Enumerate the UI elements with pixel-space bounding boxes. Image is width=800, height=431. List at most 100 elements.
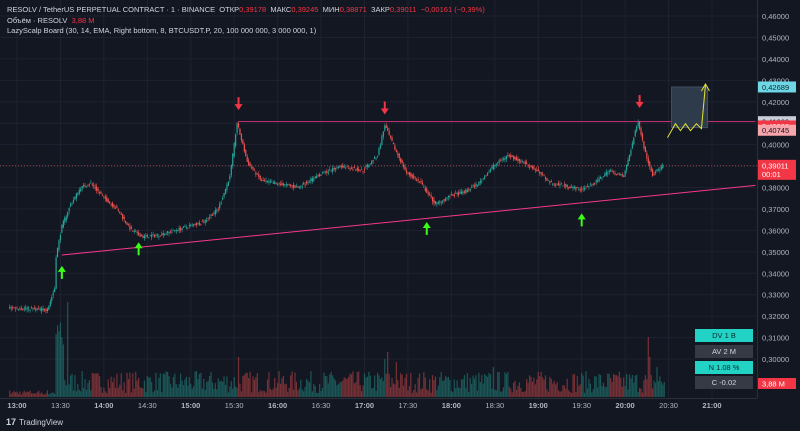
- candle-body: [418, 181, 421, 183]
- candle-body: [398, 153, 400, 159]
- volume-bar: [371, 388, 373, 397]
- candle-body: [458, 192, 460, 196]
- volume-bar: [330, 371, 332, 397]
- volume-bar: [417, 377, 419, 397]
- volume-bar: [507, 371, 509, 397]
- volume-bar: [185, 376, 188, 397]
- volume-bar: [295, 381, 298, 397]
- volume-bar: [195, 371, 198, 397]
- x-tick-label: 21:00: [702, 401, 721, 410]
- volume-bar: [81, 371, 83, 397]
- volume-bar: [349, 373, 351, 397]
- volume-bar: [526, 379, 528, 397]
- candle-body: [562, 185, 564, 187]
- candle-body: [573, 187, 576, 189]
- candle-body: [473, 185, 476, 188]
- volume-bar: [19, 391, 21, 397]
- volume-bar: [323, 372, 325, 397]
- volume-bar: [625, 373, 628, 397]
- volume-bar: [229, 386, 231, 397]
- volume-bar: [332, 375, 334, 397]
- volume-bar: [307, 380, 309, 397]
- high-label: МАКС: [270, 5, 292, 14]
- volume-bar: [159, 373, 161, 397]
- candle-body: [608, 170, 610, 173]
- candle-body: [35, 308, 37, 311]
- volume-bar: [426, 389, 428, 397]
- volume-bar: [98, 376, 101, 397]
- candle-body: [401, 160, 403, 163]
- close-value: 0,39011: [389, 5, 417, 14]
- volume-bar: [547, 391, 549, 397]
- candle-body: [362, 171, 364, 173]
- volume-bar: [468, 391, 470, 397]
- candle-body: [25, 307, 27, 309]
- volume-bar: [319, 383, 321, 397]
- volume-bar: [236, 387, 238, 397]
- tradingview-logo-text: TradingView: [19, 417, 64, 427]
- candle-body: [420, 181, 422, 183]
- volume-bar: [56, 325, 59, 397]
- volume-bar: [142, 388, 144, 397]
- volume-bar: [17, 393, 20, 397]
- candle-body: [201, 221, 203, 222]
- volume-bar: [644, 375, 646, 397]
- volume-bar: [366, 376, 368, 397]
- volume-bar: [301, 389, 303, 397]
- volume-bar: [158, 377, 160, 397]
- candle-body: [641, 133, 644, 140]
- volume-bar: [222, 381, 224, 397]
- volume-bar: [130, 392, 132, 397]
- candle-body: [87, 184, 89, 186]
- volume-bar: [601, 386, 603, 397]
- volume-bar: [282, 375, 285, 397]
- candle-body: [146, 234, 148, 237]
- volume-bar: [579, 384, 581, 397]
- volume-bar: [620, 377, 622, 397]
- candle-body: [659, 169, 661, 171]
- candle-body: [298, 186, 300, 188]
- volume-bar: [288, 387, 290, 397]
- candle-body: [166, 231, 169, 233]
- volume-bar: [353, 383, 355, 397]
- candle-body: [365, 166, 367, 168]
- candle-body: [223, 192, 225, 197]
- volume-bar: [569, 391, 571, 397]
- volume-bar: [656, 367, 658, 397]
- volume-bar: [227, 392, 229, 397]
- x-tick-label: 15:30: [225, 401, 244, 410]
- volume-bar: [240, 391, 243, 397]
- volume-bar: [101, 392, 104, 397]
- volume-bar: [527, 382, 529, 397]
- volume-bar: [654, 382, 657, 397]
- volume-bar: [376, 372, 379, 397]
- candle-body: [455, 192, 457, 194]
- candle-body: [471, 186, 473, 188]
- stat-av: AV 2 M: [695, 345, 753, 358]
- volume-bar: [271, 390, 273, 397]
- volume-bar: [621, 386, 623, 397]
- volume-bar: [140, 388, 143, 397]
- candle-body: [498, 160, 500, 163]
- volume-bar: [485, 375, 487, 397]
- candle-body: [13, 307, 15, 309]
- candle-body: [68, 207, 70, 212]
- candle-body: [326, 170, 328, 174]
- volume-bar: [597, 387, 599, 397]
- candle-body: [653, 174, 655, 176]
- candle-body: [427, 192, 429, 195]
- volume-bar: [77, 384, 79, 397]
- volume-bar: [207, 380, 209, 397]
- volume-bar: [38, 390, 40, 397]
- candle-body: [352, 169, 354, 171]
- volume-bar: [414, 384, 416, 397]
- up-arrow-head: [422, 221, 431, 228]
- volume-bar: [226, 376, 228, 397]
- volume-bar: [356, 371, 358, 397]
- volume-bar: [46, 390, 49, 397]
- tradingview-logo[interactable]: 17 TradingView: [6, 417, 63, 427]
- candle-body: [479, 181, 481, 183]
- volume-bar: [145, 391, 147, 397]
- volume-bar: [582, 375, 584, 397]
